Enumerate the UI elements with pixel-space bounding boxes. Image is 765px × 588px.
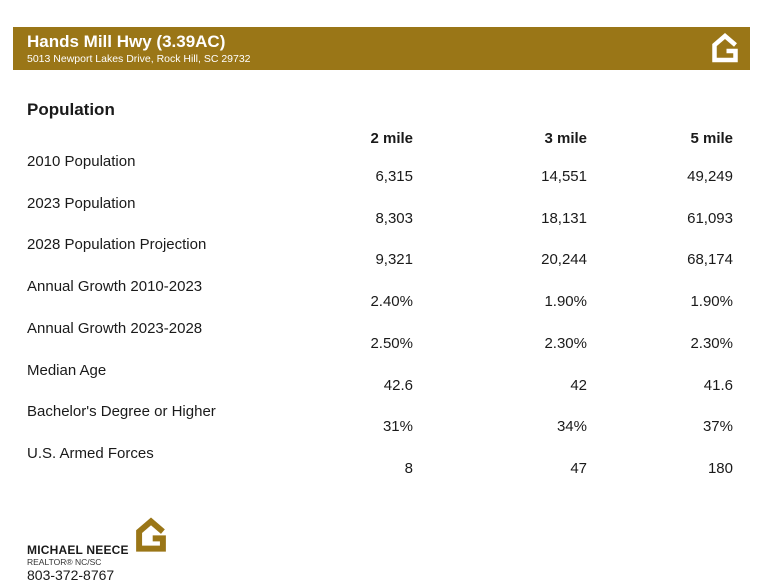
- row-value: 31%: [382, 418, 413, 436]
- property-title: Hands Mill Hwy (3.39AC): [27, 32, 226, 51]
- row-value: 34%: [556, 418, 587, 436]
- row-value: 18,131: [541, 209, 587, 227]
- column-header: 3 mile: [544, 130, 587, 147]
- agent-phone: 803-372-8767: [27, 567, 115, 583]
- row-value: 2.30%: [544, 334, 587, 352]
- row-value: 14,551: [541, 168, 587, 185]
- row-value: 1.90%: [544, 293, 587, 311]
- row-value: 1.90%: [690, 293, 733, 311]
- row-value: 61,093: [687, 209, 733, 227]
- row-value: 68,174: [687, 251, 733, 269]
- row-value: 2.40%: [370, 293, 413, 311]
- row-value: 8: [404, 459, 413, 477]
- house-g-logo-icon: [136, 517, 166, 552]
- row-label: 2023 Population: [27, 194, 136, 212]
- column-header: 5 mile: [690, 130, 733, 147]
- row-label: 2028 Population Projection: [27, 236, 207, 254]
- property-address: 5013 Newport Lakes Drive, Rock Hill, SC …: [27, 53, 251, 65]
- row-value: 42.6: [383, 376, 413, 394]
- house-g-logo-icon: [712, 33, 738, 63]
- section-title: Population: [27, 100, 115, 119]
- row-label: Median Age: [27, 361, 107, 379]
- agent-name: MICHAEL NEECE: [27, 543, 129, 557]
- row-value: 47: [570, 459, 587, 477]
- row-label: Annual Growth 2023-2028: [27, 319, 203, 337]
- row-label: 2010 Population: [27, 153, 136, 170]
- column-header: 2 mile: [370, 130, 413, 147]
- header-banner: Hands Mill Hwy (3.39AC) 5013 Newport Lak…: [13, 27, 750, 70]
- row-value: 20,244: [541, 251, 587, 269]
- agent-role: REALTOR® NC/SC: [27, 557, 102, 567]
- row-value: 42: [570, 376, 587, 394]
- row-value: 2.50%: [370, 334, 413, 352]
- row-value: 9,321: [375, 251, 413, 269]
- row-value: 6,315: [375, 168, 413, 185]
- row-value: 2.30%: [690, 334, 733, 352]
- row-label: Bachelor's Degree or Higher: [27, 403, 216, 421]
- row-value: 37%: [702, 418, 733, 436]
- row-value: 49,249: [687, 168, 733, 185]
- row-value: 8,303: [375, 209, 413, 227]
- row-label: U.S. Armed Forces: [27, 444, 154, 462]
- row-value: 180: [707, 459, 733, 477]
- row-label: Annual Growth 2010-2023: [27, 278, 203, 296]
- row-value: 41.6: [703, 376, 733, 394]
